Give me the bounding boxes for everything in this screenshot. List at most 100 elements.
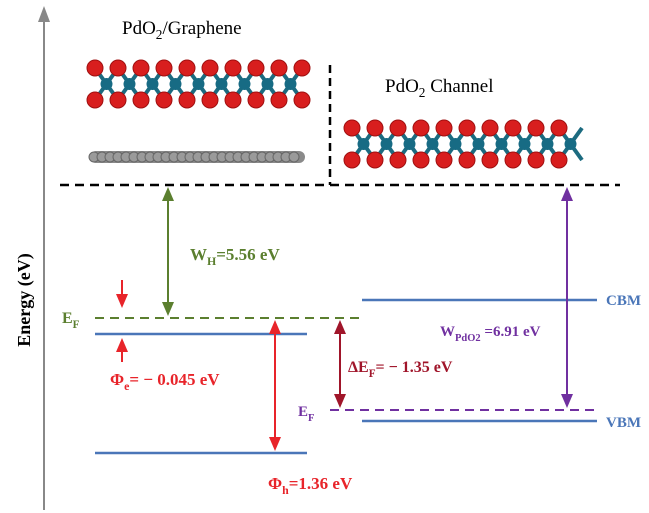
pd-atom [216, 78, 228, 90]
label-main: PdO [122, 18, 156, 39]
oxygen-atom [156, 60, 172, 76]
label-sub: 2 [419, 85, 426, 100]
oxygen-atom [202, 60, 218, 76]
label: CBM [606, 293, 641, 309]
oxygen-atom [225, 60, 241, 76]
oxygen-atom [367, 120, 383, 136]
arrowhead [269, 437, 281, 451]
label-sub: F [73, 319, 80, 331]
oxygen-atom [156, 92, 172, 108]
label-main: CBM [606, 293, 641, 309]
label-sub: F [308, 413, 314, 424]
arrows [116, 187, 573, 451]
oxygen-atom [505, 152, 521, 168]
oxygen-atom [436, 120, 452, 136]
oxygen-atom [248, 60, 264, 76]
pd-atom [124, 78, 136, 90]
oxygen-atom [390, 120, 406, 136]
oxygen-atom [413, 152, 429, 168]
oxygen-atom [110, 92, 126, 108]
label: WH=5.56 eV [190, 245, 280, 268]
oxygen-atom [294, 60, 310, 76]
axis-label: Energy (eV) [14, 253, 35, 346]
oxygen-atom [482, 120, 498, 136]
arrowhead [116, 294, 128, 308]
pd-atom [473, 138, 485, 150]
label: Φe= − 0.045 eV [110, 370, 220, 393]
oxygen-atom [110, 60, 126, 76]
oxygen-atom [505, 120, 521, 136]
label-main: E [298, 404, 308, 420]
oxygen-atom [248, 92, 264, 108]
label: VBM [606, 415, 641, 431]
label-main: Φ [268, 474, 282, 493]
oxygen-atom [87, 92, 103, 108]
oxygen-atom [367, 152, 383, 168]
oxygen-atom [202, 92, 218, 108]
pd-atom [285, 78, 297, 90]
label-rest: = − 0.045 eV [129, 370, 220, 389]
pd-atom [450, 138, 462, 150]
arrowhead [162, 302, 174, 316]
label: ΔEF= − 1.35 eV [348, 359, 453, 380]
label-main: W [190, 245, 207, 264]
label-main: Φ [110, 370, 124, 389]
label: PdO2/Graphene [122, 18, 242, 42]
oxygen-atom [436, 152, 452, 168]
label-rest: /Graphene [162, 18, 241, 39]
oxygen-atom [294, 92, 310, 108]
oxygen-atom [87, 60, 103, 76]
oxygen-atom [551, 152, 567, 168]
label-main: ΔE [348, 359, 369, 376]
label-main: E [62, 310, 73, 327]
pd-atom [427, 138, 439, 150]
arrowhead [561, 394, 573, 408]
label: PdO2 Channel [385, 76, 494, 100]
label: Φh=1.36 eV [268, 474, 353, 497]
oxygen-atom [551, 120, 567, 136]
pd-atom [193, 78, 205, 90]
label-main: PdO [385, 76, 419, 97]
label: EF [62, 310, 80, 331]
pd-atom [147, 78, 159, 90]
arrowhead [269, 320, 281, 334]
oxygen-atom [459, 152, 475, 168]
oxygen-atom [459, 120, 475, 136]
label-sub: PdO2 [455, 333, 481, 344]
label: WPdO2 =6.91 eV [440, 324, 541, 344]
pd-atom [565, 138, 577, 150]
oxygen-atom [528, 120, 544, 136]
oxygen-atom [413, 120, 429, 136]
carbon-atom [289, 152, 299, 162]
label-sub: 2 [156, 27, 163, 42]
label-main: VBM [606, 415, 641, 431]
oxygen-atom [133, 92, 149, 108]
arrowhead [162, 187, 174, 201]
pd-atom [542, 138, 554, 150]
oxygen-atom [271, 92, 287, 108]
arrowhead [334, 320, 346, 334]
oxygen-atom [225, 92, 241, 108]
oxygen-atom [179, 92, 195, 108]
oxygen-atom [482, 152, 498, 168]
arrowhead [116, 338, 128, 352]
label-rest: =6.91 eV [481, 324, 541, 340]
label-rest: = − 1.35 eV [376, 359, 453, 376]
oxygen-atom [179, 60, 195, 76]
arrowhead [334, 394, 346, 408]
axis-arrowhead [38, 6, 50, 22]
pd-atom [358, 138, 370, 150]
band-diagram: Energy (eV) PdO2/GraphenePdO2 ChannelWH=… [0, 0, 649, 513]
label-rest: =5.56 eV [216, 245, 280, 264]
pd-atom [496, 138, 508, 150]
oxygen-atom [528, 152, 544, 168]
pd-atom [170, 78, 182, 90]
pd-atom [101, 78, 113, 90]
pd-atom [239, 78, 251, 90]
oxygen-atom [344, 152, 360, 168]
label: EF [298, 404, 314, 424]
label-main: W [440, 324, 455, 340]
pd-atom [262, 78, 274, 90]
oxygen-atom [133, 60, 149, 76]
label-rest: =1.36 eV [289, 474, 353, 493]
